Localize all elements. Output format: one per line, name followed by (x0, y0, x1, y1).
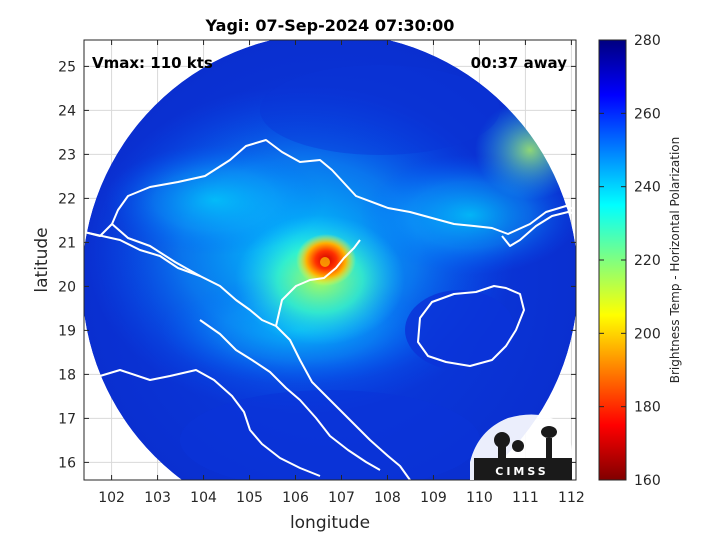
cimss-logo-text: CIMSS (495, 465, 548, 478)
colorbar-tick-label: 240 (634, 180, 661, 196)
chart-title: Yagi: 07-Sep-2024 07:30:00 (205, 16, 455, 35)
y-tick-label: 20 (58, 279, 76, 295)
coastlines (84, 139, 576, 480)
colorbar-ticks: 160 180 200 220 240 260 280 (599, 33, 661, 489)
x-tick-label: 110 (466, 490, 493, 506)
x-tick-label: 106 (282, 490, 309, 506)
x-tick-label: 111 (512, 490, 539, 506)
y-axis: 16 17 18 19 20 21 22 23 24 25 (58, 59, 576, 471)
colorbar-tick-label: 260 (634, 106, 661, 122)
x-tick-label: 108 (374, 490, 401, 506)
colorbar-tick-label: 180 (634, 400, 661, 416)
x-tick-label: 102 (98, 490, 125, 506)
time-away-label: 00:37 away (471, 54, 568, 72)
x-tick-label: 112 (558, 490, 585, 506)
colorbar-label: Brightness Temp - Horizontal Polarizatio… (668, 137, 682, 384)
brightness-temp-swath (84, 40, 576, 480)
axes-frame (83, 39, 577, 481)
cimss-logo: CIMSS (470, 414, 572, 480)
y-tick-label: 23 (58, 147, 76, 163)
x-tick-label: 104 (190, 490, 217, 506)
colorbar-tick-label: 280 (634, 33, 661, 49)
x-tick-label: 109 (420, 490, 447, 506)
y-tick-label: 19 (58, 323, 76, 339)
colorbar-tick-label: 160 (634, 473, 661, 489)
x-axis-label: longitude (290, 513, 370, 533)
y-tick-label: 25 (58, 59, 76, 75)
vmax-label: Vmax: 110 kts (92, 54, 213, 72)
y-tick-label: 16 (58, 455, 76, 471)
x-tick-label: 105 (236, 490, 263, 506)
x-tick-label: 103 (144, 490, 171, 506)
x-tick-label: 107 (328, 490, 355, 506)
storm-eye (320, 257, 330, 267)
y-tick-label: 22 (58, 191, 76, 207)
colorbar-tick-label: 220 (634, 253, 661, 269)
y-tick-label: 21 (58, 235, 76, 251)
y-tick-label: 24 (58, 103, 76, 119)
colorbar-tick-label: 200 (634, 326, 661, 342)
y-axis-label: latitude (32, 227, 52, 292)
y-tick-label: 17 (58, 411, 76, 427)
x-axis: 102 103 104 105 106 107 108 109 110 111 112 (98, 40, 585, 506)
y-tick-label: 18 (58, 367, 76, 383)
